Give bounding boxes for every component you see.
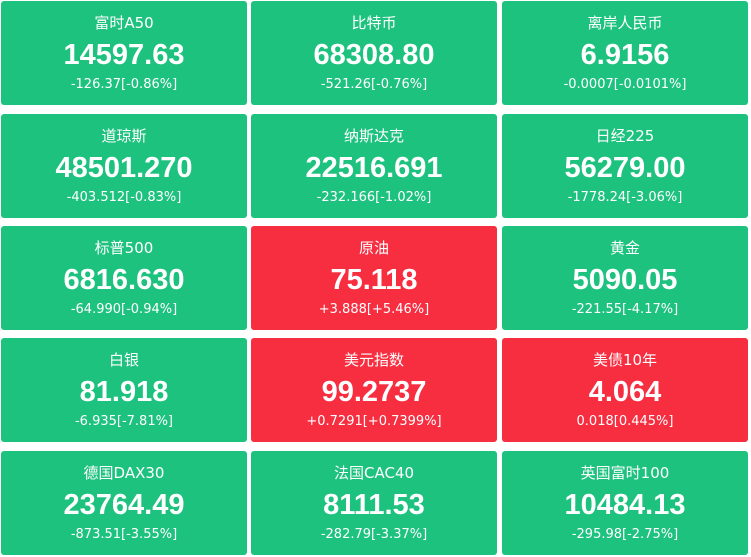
quote-change: -232.166[-1.02%] bbox=[316, 190, 432, 205]
quote-name: 美债10年 bbox=[592, 351, 658, 369]
quote-tile: 美元指数 99.2737 +0.7291[+0.7399%] bbox=[251, 338, 497, 442]
quote-name: 道琼斯 bbox=[101, 127, 147, 145]
quote-change: -521.26[-0.76%] bbox=[320, 77, 428, 92]
quote-change: -403.512[-0.83%] bbox=[66, 190, 182, 205]
quote-tile: 法国CAC40 8111.53 -282.79[-3.37%] bbox=[251, 451, 497, 555]
quote-change: -126.37[-0.86%] bbox=[70, 77, 178, 92]
quote-change: -295.98[-2.75%] bbox=[571, 527, 679, 542]
quote-change: -221.55[-4.17%] bbox=[571, 302, 679, 317]
quote-price: 22516.691 bbox=[305, 152, 443, 184]
quote-tile: 原油 75.118 +3.888[+5.46%] bbox=[251, 226, 497, 330]
quote-change: -64.990[-0.94%] bbox=[70, 302, 178, 317]
quote-name: 原油 bbox=[358, 239, 389, 257]
quote-name: 英国富时100 bbox=[580, 464, 670, 482]
quote-price: 5090.05 bbox=[572, 264, 678, 296]
quote-change: -1778.24[-3.06%] bbox=[567, 190, 683, 205]
quote-tile: 道琼斯 48501.270 -403.512[-0.83%] bbox=[1, 114, 247, 218]
quote-tile: 纳斯达克 22516.691 -232.166[-1.02%] bbox=[251, 114, 497, 218]
quote-tile: 离岸人民币 6.9156 -0.0007[-0.0101%] bbox=[502, 1, 748, 105]
quote-change: +0.7291[+0.7399%] bbox=[306, 414, 442, 429]
quote-name: 富时A50 bbox=[94, 14, 154, 32]
quote-tile: 白银 81.918 -6.935[-7.81%] bbox=[1, 338, 247, 442]
quote-tile: 比特币 68308.80 -521.26[-0.76%] bbox=[251, 1, 497, 105]
quote-name: 法国CAC40 bbox=[333, 464, 415, 482]
quote-change: -0.0007[-0.0101%] bbox=[563, 77, 687, 92]
quote-name: 比特币 bbox=[351, 14, 397, 32]
quote-name: 德国DAX30 bbox=[83, 464, 165, 482]
quote-price: 75.118 bbox=[330, 264, 418, 296]
quote-tile: 日经225 56279.00 -1778.24[-3.06%] bbox=[502, 114, 748, 218]
quote-change: -6.935[-7.81%] bbox=[74, 414, 174, 429]
quote-price: 6816.630 bbox=[63, 264, 185, 296]
quote-price: 8111.53 bbox=[323, 489, 425, 521]
quote-change: 0.018[0.445%] bbox=[576, 414, 674, 429]
quote-name: 离岸人民币 bbox=[587, 14, 663, 32]
quote-change: +3.888[+5.46%] bbox=[318, 302, 430, 317]
quote-change: -282.79[-3.37%] bbox=[320, 527, 428, 542]
quote-price: 56279.00 bbox=[564, 152, 686, 184]
quote-tile: 富时A50 14597.63 -126.37[-0.86%] bbox=[1, 1, 247, 105]
quote-name: 黄金 bbox=[609, 239, 640, 257]
quote-name: 日经225 bbox=[595, 127, 655, 145]
quote-tile: 德国DAX30 23764.49 -873.51[-3.55%] bbox=[1, 451, 247, 555]
quote-tile: 黄金 5090.05 -221.55[-4.17%] bbox=[502, 226, 748, 330]
quote-tile: 标普500 6816.630 -64.990[-0.94%] bbox=[1, 226, 247, 330]
quote-price: 68308.80 bbox=[313, 39, 435, 71]
quote-name: 标普500 bbox=[94, 239, 154, 257]
quote-price: 4.064 bbox=[588, 376, 662, 408]
quote-name: 美元指数 bbox=[343, 351, 404, 369]
quote-tile: 美债10年 4.064 0.018[0.445%] bbox=[502, 338, 748, 442]
quote-price: 10484.13 bbox=[564, 489, 686, 521]
quote-price: 23764.49 bbox=[63, 489, 185, 521]
quote-name: 纳斯达克 bbox=[343, 127, 404, 145]
quote-price: 81.918 bbox=[79, 376, 169, 408]
quote-price: 48501.270 bbox=[55, 152, 193, 184]
quote-price: 6.9156 bbox=[580, 39, 670, 71]
quote-change: -873.51[-3.55%] bbox=[70, 527, 178, 542]
quote-price: 14597.63 bbox=[63, 39, 185, 71]
quote-price: 99.2737 bbox=[321, 376, 427, 408]
quote-tile: 英国富时100 10484.13 -295.98[-2.75%] bbox=[502, 451, 748, 555]
quote-name: 白银 bbox=[108, 351, 139, 369]
